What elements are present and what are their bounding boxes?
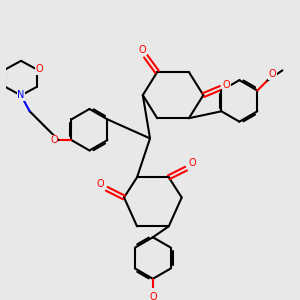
Text: O: O	[149, 292, 157, 300]
Text: O: O	[139, 45, 147, 55]
Text: N: N	[17, 90, 25, 100]
Text: O: O	[35, 64, 43, 74]
Text: O: O	[97, 178, 104, 189]
Text: O: O	[50, 135, 58, 145]
Text: O: O	[189, 158, 196, 169]
Text: O: O	[269, 69, 276, 79]
Text: O: O	[223, 80, 230, 90]
